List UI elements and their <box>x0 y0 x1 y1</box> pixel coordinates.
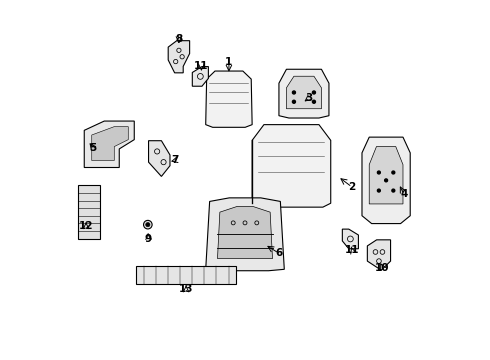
Text: 8: 8 <box>175 34 183 44</box>
Text: 1: 1 <box>225 57 233 67</box>
Text: 5: 5 <box>90 143 97 153</box>
Polygon shape <box>279 69 329 118</box>
Polygon shape <box>218 206 272 258</box>
Circle shape <box>146 222 150 227</box>
Circle shape <box>293 91 295 94</box>
Polygon shape <box>252 125 331 207</box>
Polygon shape <box>192 67 208 86</box>
Polygon shape <box>206 198 284 271</box>
Polygon shape <box>148 141 170 176</box>
Polygon shape <box>343 229 358 249</box>
Polygon shape <box>368 240 391 270</box>
Circle shape <box>144 220 152 229</box>
Polygon shape <box>136 266 236 284</box>
Text: 4: 4 <box>400 189 408 199</box>
Circle shape <box>377 171 380 174</box>
Text: 10: 10 <box>375 262 390 273</box>
Text: 13: 13 <box>179 284 194 294</box>
Circle shape <box>313 91 316 94</box>
Text: 6: 6 <box>275 248 283 258</box>
Polygon shape <box>362 137 410 224</box>
Polygon shape <box>78 185 99 239</box>
Polygon shape <box>168 41 190 73</box>
Polygon shape <box>369 147 403 204</box>
Text: 11: 11 <box>345 245 360 255</box>
Polygon shape <box>287 76 321 109</box>
Circle shape <box>385 179 388 182</box>
Polygon shape <box>84 121 134 167</box>
Circle shape <box>392 189 395 192</box>
Text: 12: 12 <box>79 221 93 231</box>
Text: 2: 2 <box>348 182 356 192</box>
Circle shape <box>313 100 316 103</box>
Circle shape <box>392 171 395 174</box>
Polygon shape <box>92 127 128 161</box>
Circle shape <box>377 189 380 192</box>
Polygon shape <box>206 71 252 127</box>
Text: 11: 11 <box>194 61 209 71</box>
Text: 7: 7 <box>172 156 179 165</box>
Circle shape <box>293 100 295 103</box>
Text: 3: 3 <box>306 93 313 103</box>
Text: 9: 9 <box>145 234 152 244</box>
